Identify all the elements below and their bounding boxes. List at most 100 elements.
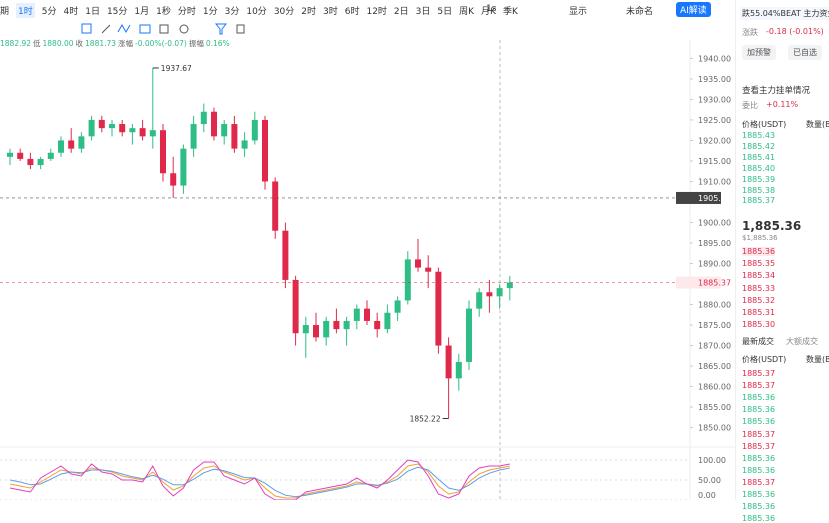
book-price: 1885.39 [742, 174, 776, 184]
info-item: 低 [33, 39, 41, 48]
interval-button[interactable]: 1秒 [156, 6, 171, 17]
crosshair-label: 1905.98 [698, 194, 731, 203]
y-tick-label: 1940.00 [698, 54, 731, 63]
change-label: 涨跌 [742, 28, 758, 37]
interval-button[interactable]: 5分 [41, 6, 57, 17]
panel-button[interactable]: 已自选 [788, 45, 822, 60]
y-tick-label: 1875.00 [698, 321, 731, 330]
book-price: 1885.40 [742, 163, 776, 173]
y-tick-label: 1850.00 [698, 424, 731, 433]
candle-body [384, 312, 391, 330]
book-price: 1885.43 [742, 131, 776, 140]
trade-header: 价格(USDT) [742, 355, 787, 364]
interval-button[interactable]: 月K [481, 6, 496, 17]
toolbar-item[interactable]: 显示 [569, 7, 588, 17]
info-item: 振幅 [188, 39, 204, 48]
interval-button[interactable]: 季K [502, 6, 518, 17]
toolbar-item[interactable]: 未命名 [626, 7, 654, 17]
trade-tab[interactable]: 最新成交 [742, 337, 774, 346]
change-value: -0.18 (-0.01%) [766, 27, 824, 36]
max-label: 1937.67 [161, 64, 192, 73]
candle-body [506, 282, 513, 289]
interval-button[interactable]: 10分 [246, 6, 267, 17]
candle-body [353, 308, 360, 321]
drawing-tools [81, 23, 245, 35]
depth-link[interactable]: 查看主力挂单情况 [742, 86, 811, 96]
interval-button[interactable]: 6时 [344, 6, 360, 17]
candle-body [200, 111, 207, 125]
tool-icon[interactable] [101, 24, 111, 34]
book-header: 价格(USDT) [742, 120, 787, 129]
interval-button[interactable]: 1分 [202, 6, 218, 17]
tool-icon[interactable] [139, 24, 151, 34]
info-item: 1882.92 [0, 39, 32, 48]
candle-body [190, 124, 197, 149]
trade-tab[interactable]: 大额成交 [786, 337, 818, 346]
tool-icon[interactable] [117, 23, 131, 34]
candle-body [302, 325, 309, 334]
candle-body [27, 158, 34, 166]
book-header: 数量(B [806, 120, 829, 129]
interval-button[interactable]: 5日 [437, 6, 453, 17]
trade-price: 1885.36 [742, 514, 776, 523]
candle-body [415, 259, 421, 268]
y-tick-label: 1915.00 [698, 157, 731, 166]
tool-icon[interactable] [179, 24, 189, 34]
interval-button[interactable]: 3分 [224, 6, 240, 17]
candle-body [211, 111, 217, 137]
candle-body [17, 152, 24, 159]
trade-price: 1885.36 [742, 502, 776, 512]
indicator-line [9, 466, 510, 498]
last-usd: $1,885.36 [742, 234, 778, 242]
indicator-tick-label: 50.00 [698, 476, 721, 485]
book-price: 1885.38 [742, 185, 776, 195]
interval-button[interactable]: 15分 [106, 6, 128, 17]
interval-button[interactable]: 周K [459, 6, 475, 17]
toolbar-item[interactable]: 1s [486, 4, 497, 14]
interval-button[interactable]: 12时 [366, 6, 387, 17]
interval-button[interactable]: 1日 [85, 6, 100, 17]
candle-body [170, 173, 177, 186]
indicator-tick-label: 0.00 [698, 491, 716, 500]
interval-button[interactable]: 1时 [16, 2, 35, 18]
y-tick-label: 1895.00 [698, 239, 731, 248]
y-tick-label: 1920.00 [698, 136, 731, 145]
indicator-line [9, 459, 510, 500]
y-tick-label: 1865.00 [698, 362, 731, 371]
trade-header: 数量(B [806, 355, 829, 364]
interval-button[interactable]: 3日 [415, 6, 431, 17]
indicator-tick-label: 100.00 [698, 456, 726, 465]
interval-button[interactable]: 3时 [323, 6, 338, 17]
toolbar-item[interactable]: AI解读 [676, 2, 711, 17]
interval-button[interactable]: 1月 [134, 6, 150, 17]
y-tick-label: 1900.00 [698, 218, 731, 227]
interval-button[interactable]: 分时 [177, 6, 196, 17]
interval-button[interactable]: 2时 [301, 6, 316, 17]
interval-button[interactable]: 30分 [273, 6, 295, 17]
tool-icon[interactable] [236, 24, 245, 34]
interval-button[interactable]: 4时 [63, 6, 79, 17]
book-price: 1885.32 [742, 295, 776, 305]
tool-icon[interactable] [214, 23, 228, 35]
info-item: 1880.00 [42, 39, 74, 48]
panel-button[interactable]: 加预警 [742, 45, 776, 60]
info-item: -0.00%(-0.07) [135, 39, 187, 48]
candle-body [313, 325, 319, 338]
candle-body [68, 140, 75, 149]
interval-button[interactable]: 期 [0, 6, 10, 17]
book-price: 1885.31 [742, 308, 776, 317]
candle-body [292, 279, 299, 334]
last-price-tag [676, 276, 721, 289]
tool-icon[interactable] [81, 23, 92, 34]
tool-icon[interactable] [159, 24, 169, 34]
candle-body [425, 267, 432, 272]
y-tick-label: 1860.00 [698, 383, 731, 392]
candle-body [78, 136, 85, 149]
book-price: 1885.37 [742, 196, 776, 206]
candle-body [486, 292, 493, 297]
trade-price: 1885.37 [742, 429, 776, 439]
candle-body [445, 345, 452, 379]
y-tick-label: 1910.00 [698, 177, 731, 186]
interval-button[interactable]: 2日 [393, 6, 409, 17]
